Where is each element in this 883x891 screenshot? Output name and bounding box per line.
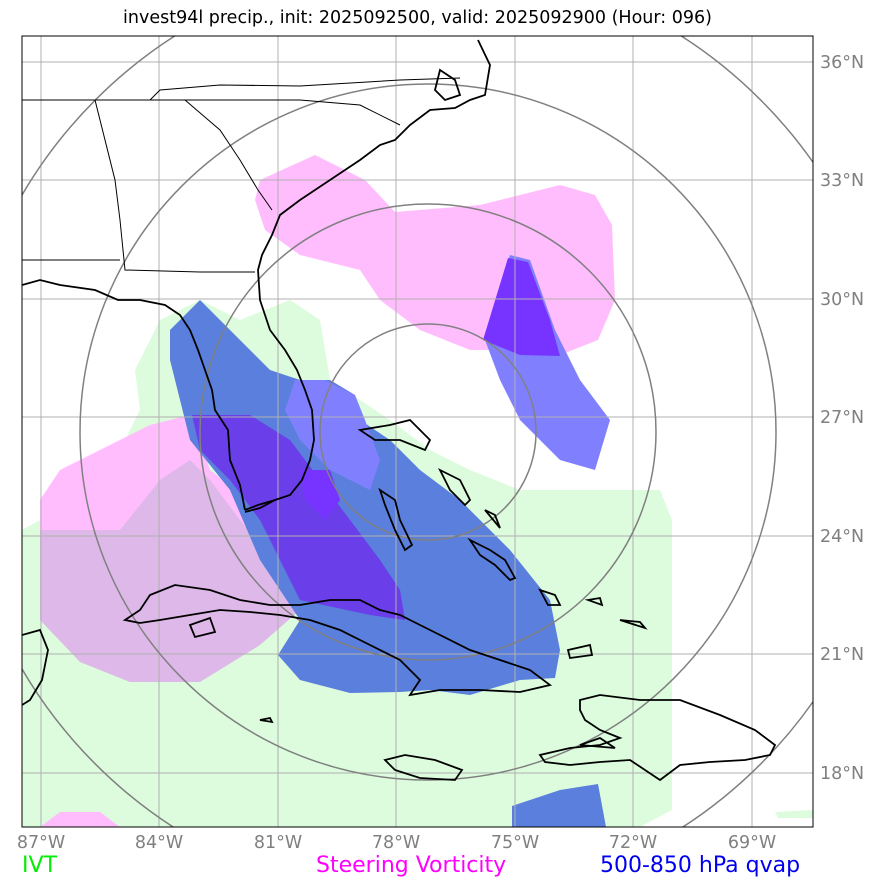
qvap-region-main: [170, 300, 560, 695]
state-borders: [22, 77, 461, 273]
lat-tick-label: 21°N: [820, 645, 864, 665]
qvap-region-east-core: [483, 258, 560, 356]
gridlines: [22, 36, 813, 827]
qvap-overlap-core: [192, 415, 405, 620]
map-frame: [21, 35, 814, 828]
legend-vorticity: Steering Vorticity: [316, 853, 507, 878]
lon-tick-label: 87°W: [17, 833, 65, 853]
qvap-region-light: [285, 380, 380, 490]
ivt-region-east-strip: [775, 810, 813, 818]
lon-tick-label: 81°W: [254, 833, 302, 853]
lat-tick-label: 27°N: [820, 408, 864, 428]
vorticity-region-sw: [40, 812, 120, 827]
map-title: invest94l precip., init: 2025092500, val…: [123, 8, 712, 28]
lat-tick-label: 30°N: [820, 290, 864, 310]
lat-tick-label: 18°N: [820, 764, 864, 784]
lon-tick-label: 69°W: [728, 833, 776, 853]
legend-ivt: IVT: [22, 853, 57, 878]
vorticity-qvap-mix: [40, 460, 300, 682]
qvap-region-south: [512, 784, 606, 827]
lat-tick-label: 24°N: [820, 527, 864, 547]
ivt-region-sw: [22, 700, 210, 827]
lat-tick-labels: 36°N 33°N 30°N 27°N 24°N 21°N 18°N: [820, 53, 864, 784]
legend-qvap: 500-850 hPa qvap: [600, 853, 801, 878]
lon-tick-label: 78°W: [372, 833, 420, 853]
lat-tick-label: 36°N: [820, 53, 864, 73]
lat-tick-label: 33°N: [820, 171, 864, 191]
lon-tick-labels: 87°W 84°W 81°W 78°W 75°W 72°W 69°W: [17, 833, 776, 853]
qvap-overlap-bright: [300, 470, 340, 520]
lon-tick-label: 84°W: [135, 833, 183, 853]
lon-tick-label: 72°W: [609, 833, 657, 853]
lon-tick-label: 75°W: [491, 833, 539, 853]
